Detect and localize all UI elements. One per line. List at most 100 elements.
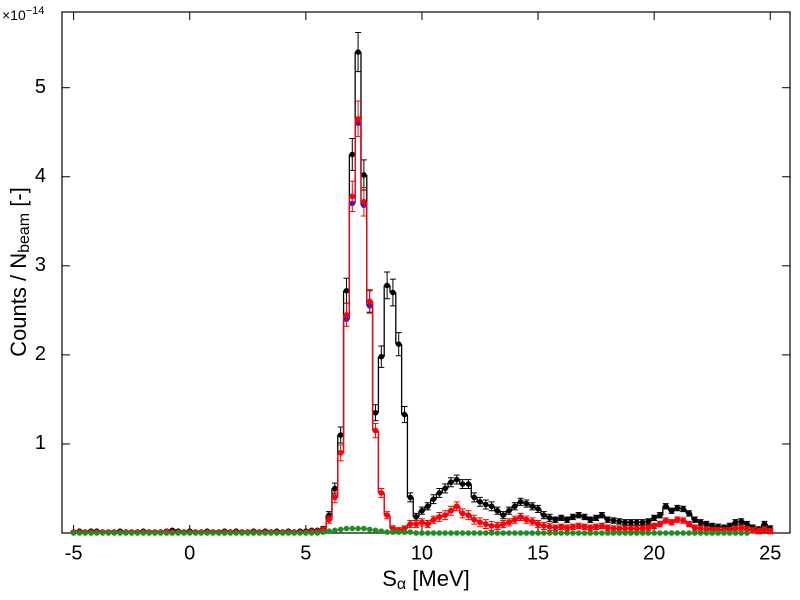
data-point [146,530,152,536]
data-point [355,116,361,122]
data-point [372,527,379,534]
data-point [401,411,408,418]
data-point [628,519,634,526]
data-point [332,485,338,492]
y-label-sub: beam [16,213,33,253]
data-point [645,524,652,531]
data-point [494,507,501,514]
x-label-suffix: [MeV] [406,566,470,591]
data-point [558,523,565,530]
data-point [662,517,669,524]
data-point [407,529,414,535]
data-point [558,515,565,521]
data-point [633,519,640,526]
data-point [419,519,425,526]
data-point [593,515,599,521]
data-point [570,523,576,530]
data-point [517,530,524,536]
data-point [94,530,100,536]
data-point [546,515,553,521]
data-point [668,530,675,536]
data-point [169,530,176,536]
data-point [639,519,646,526]
data-point [494,523,501,529]
y-tick-label: 3 [35,254,46,276]
data-point [210,530,216,536]
data-point [587,530,594,536]
data-point [599,530,605,536]
data-point [465,512,472,518]
data-point [459,481,466,487]
axis-multiplier: ×10−14 [2,5,44,23]
multiplier-exponent: −14 [26,5,45,17]
data-point [738,530,745,536]
data-point [436,514,443,520]
data-point [767,528,774,535]
data-point [697,530,704,536]
data-point [401,529,408,535]
data-point [651,523,657,529]
data-point [680,506,686,512]
y-axis-label: Counts / Nbeam [-] [6,187,33,357]
data-point [239,530,245,536]
data-point [395,341,402,347]
data-point [697,519,704,526]
data-point [268,530,274,536]
data-point [674,530,681,536]
data-point [761,526,768,533]
data-point [552,530,559,536]
data-point [744,521,750,527]
data-point [448,479,454,486]
data-point [355,49,361,55]
data-point [424,530,431,536]
data-point [274,530,280,536]
data-point [430,516,437,523]
data-point [639,525,646,532]
data-point [691,524,698,531]
data-point [674,516,681,523]
data-point [750,527,756,534]
data-point [221,530,228,536]
data-point [413,530,419,536]
data-point [175,530,181,536]
data-point [430,530,437,536]
y-tick-label: 4 [35,165,46,187]
data-point [82,530,89,536]
data-point [372,409,379,416]
data-point [384,512,390,518]
data-point [651,515,657,521]
data-point [680,530,686,536]
data-point [657,530,663,536]
data-point [326,512,332,518]
y-label-suffix: [-] [6,187,31,213]
data-point [691,530,698,536]
data-point [546,530,553,536]
data-point [726,530,733,536]
data-point [227,530,234,536]
data-point [686,510,692,517]
data-point [639,530,646,536]
data-point [337,526,344,533]
data-point [413,521,419,527]
data-point [303,530,309,536]
data-point [70,530,77,536]
data-point [529,530,536,536]
y-tick-label: 2 [35,343,46,365]
data-point [152,530,158,536]
data-point [407,494,414,501]
data-point [581,523,588,530]
data-point [308,530,315,536]
data-point [761,521,768,527]
data-point [732,519,739,526]
data-point [674,505,681,511]
data-point [506,530,512,536]
data-point [744,530,750,536]
data-point [419,507,425,514]
y-tick-label: 1 [35,432,46,454]
data-point [610,530,617,536]
data-point [366,526,373,533]
data-point [732,530,739,536]
data-point [482,521,489,527]
data-point [291,530,298,536]
